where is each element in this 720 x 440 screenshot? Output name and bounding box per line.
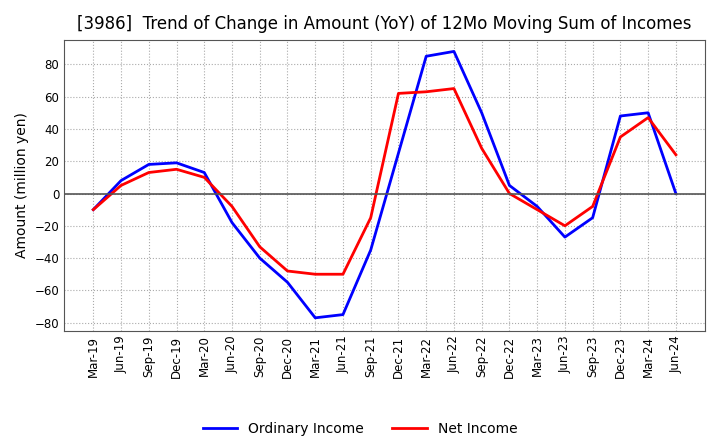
Net Income — [644, 115, 652, 120]
Ordinary Income — [644, 110, 652, 115]
Net Income — [477, 146, 486, 151]
Net Income — [338, 271, 347, 277]
Net Income — [422, 89, 431, 95]
Net Income — [616, 134, 625, 139]
Ordinary Income — [145, 162, 153, 167]
Ordinary Income — [505, 183, 514, 188]
Ordinary Income — [477, 110, 486, 115]
Legend: Ordinary Income, Net Income: Ordinary Income, Net Income — [197, 417, 523, 440]
Ordinary Income — [228, 220, 236, 225]
Ordinary Income — [672, 191, 680, 196]
Net Income — [561, 223, 570, 228]
Net Income — [394, 91, 402, 96]
Net Income — [311, 271, 320, 277]
Net Income — [117, 183, 125, 188]
Net Income — [449, 86, 458, 91]
Net Income — [200, 175, 209, 180]
Net Income — [533, 207, 541, 212]
Ordinary Income — [616, 114, 625, 119]
Net Income — [672, 152, 680, 158]
Ordinary Income — [394, 150, 402, 156]
Net Income — [505, 191, 514, 196]
Net Income — [366, 215, 375, 220]
Ordinary Income — [89, 207, 98, 212]
Ordinary Income — [311, 315, 320, 320]
Ordinary Income — [256, 256, 264, 261]
Ordinary Income — [422, 54, 431, 59]
Ordinary Income — [117, 178, 125, 183]
Net Income — [145, 170, 153, 175]
Net Income — [588, 204, 597, 209]
Ordinary Income — [200, 170, 209, 175]
Ordinary Income — [283, 280, 292, 285]
Ordinary Income — [588, 215, 597, 220]
Ordinary Income — [172, 160, 181, 165]
Ordinary Income — [533, 204, 541, 209]
Y-axis label: Amount (million yen): Amount (million yen) — [15, 113, 29, 258]
Ordinary Income — [366, 247, 375, 253]
Net Income — [256, 244, 264, 249]
Ordinary Income — [561, 235, 570, 240]
Net Income — [172, 167, 181, 172]
Line: Ordinary Income: Ordinary Income — [94, 51, 676, 318]
Title: [3986]  Trend of Change in Amount (YoY) of 12Mo Moving Sum of Incomes: [3986] Trend of Change in Amount (YoY) o… — [77, 15, 692, 33]
Ordinary Income — [338, 312, 347, 317]
Net Income — [228, 204, 236, 209]
Line: Net Income: Net Income — [94, 88, 676, 274]
Ordinary Income — [449, 49, 458, 54]
Net Income — [89, 207, 98, 212]
Net Income — [283, 268, 292, 274]
